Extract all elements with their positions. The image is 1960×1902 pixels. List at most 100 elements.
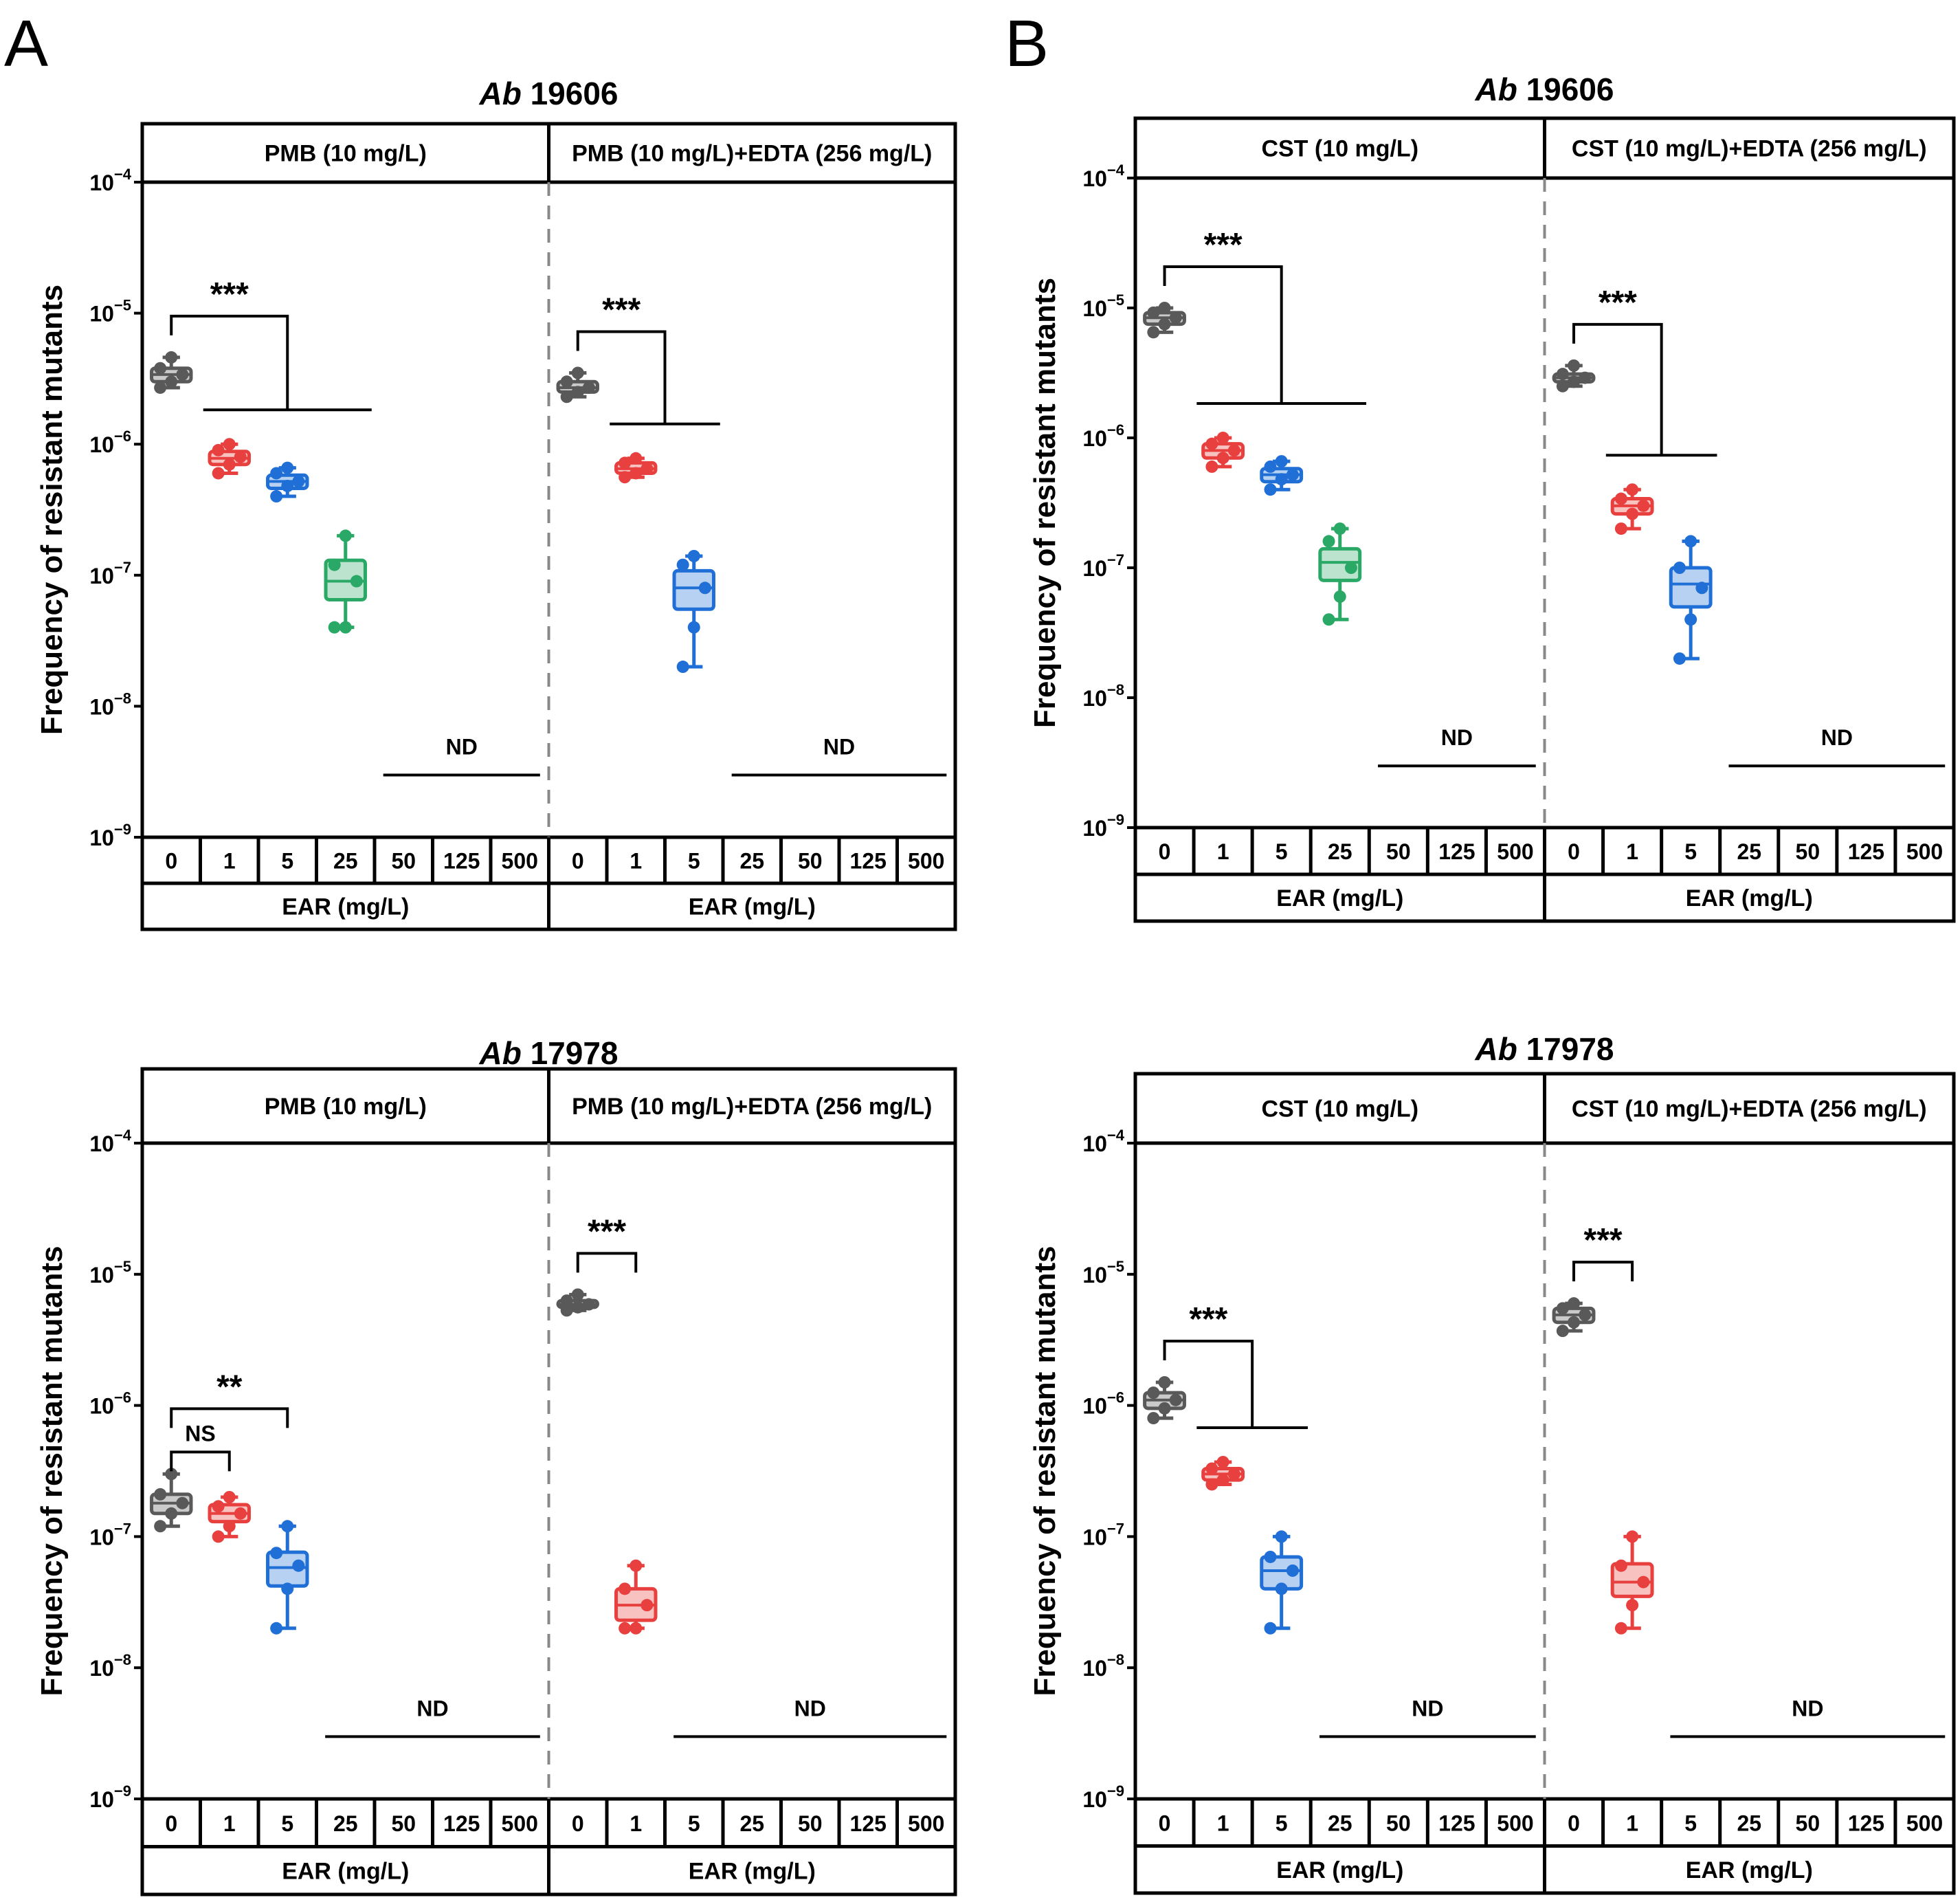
chart-title: Ab 19606 xyxy=(478,76,618,111)
x-category-label: 25 xyxy=(739,849,764,874)
data-point xyxy=(630,1622,643,1635)
data-point xyxy=(1286,1564,1299,1577)
box-ear-1 xyxy=(1201,1455,1245,1491)
data-point xyxy=(1673,652,1686,665)
data-point xyxy=(350,575,363,588)
x-axis-label: EAR (mg/L) xyxy=(1686,1857,1813,1883)
box-ear-0 xyxy=(1143,1376,1186,1425)
y-tick-label: 10−4 xyxy=(89,1127,131,1156)
data-point xyxy=(630,452,643,465)
y-tick-label: 10−5 xyxy=(89,1258,131,1287)
box-ear-0 xyxy=(1143,302,1186,339)
y-tick-label: 10−6 xyxy=(89,428,131,457)
x-axis-label: EAR (mg/L) xyxy=(1276,1857,1403,1883)
data-point xyxy=(1626,1530,1639,1543)
bracket-line xyxy=(1572,1261,1634,1282)
data-point xyxy=(1169,311,1182,324)
box-body xyxy=(672,568,715,611)
x-axis-label: EAR (mg/L) xyxy=(282,1858,409,1884)
y-tick-label: 10−7 xyxy=(1082,1520,1124,1549)
data-point xyxy=(1614,522,1627,535)
x-category-label: 5 xyxy=(688,1811,700,1836)
data-point xyxy=(1158,1376,1171,1389)
x-category-label: 50 xyxy=(391,1811,416,1836)
y-tick-label: 10−4 xyxy=(1082,162,1124,191)
significance-bracket: *** xyxy=(576,1213,638,1273)
box-ear-5 xyxy=(672,549,715,674)
x-category-label: 500 xyxy=(908,1811,944,1836)
x-category-label: 50 xyxy=(1386,1811,1411,1835)
data-point xyxy=(630,467,643,480)
data-point xyxy=(223,1520,236,1533)
x-category-label: 125 xyxy=(1848,1811,1884,1835)
data-point xyxy=(212,443,225,456)
data-point xyxy=(1695,582,1708,595)
y-tick-label: 10−6 xyxy=(1082,421,1124,451)
box-body xyxy=(1610,1562,1654,1598)
y-axis-label: Frequency of resistant mutants xyxy=(1028,1246,1062,1696)
data-point xyxy=(619,456,632,469)
box-ear-0 xyxy=(1552,1297,1596,1338)
data-point xyxy=(328,621,341,634)
data-point xyxy=(165,1468,178,1481)
significance-label: *** xyxy=(1189,1301,1227,1338)
data-point xyxy=(339,529,352,542)
data-point xyxy=(571,1301,584,1314)
data-point xyxy=(234,450,247,463)
x-category-label: 5 xyxy=(1684,839,1697,864)
data-point xyxy=(687,621,700,634)
data-point xyxy=(1158,318,1171,331)
x-category-label: 125 xyxy=(850,1811,887,1836)
data-point xyxy=(1579,371,1592,384)
data-point xyxy=(1227,444,1240,457)
x-category-label: 500 xyxy=(1906,839,1943,864)
chart-frame xyxy=(140,122,957,931)
y-tick-label: 10−9 xyxy=(89,821,131,850)
bracket-line xyxy=(576,1252,638,1273)
data-point xyxy=(1216,1474,1229,1487)
x-category-label: 125 xyxy=(443,1811,480,1836)
group-header: PMB (10 mg/L) xyxy=(265,1094,427,1120)
data-point xyxy=(223,1490,236,1503)
x-category-label: 500 xyxy=(502,849,538,874)
chart-2: Ab 19606 10−4 10−5 10−6 10−7 10−8 10−9 Frequenc… xyxy=(1028,71,1956,923)
data-point xyxy=(223,458,236,471)
data-point xyxy=(270,1547,283,1560)
significance-bracket: NS xyxy=(170,1421,231,1472)
y-tick-label: 10−5 xyxy=(1082,291,1124,321)
data-point xyxy=(1286,468,1299,481)
x-category-label: 25 xyxy=(1328,839,1352,864)
data-point xyxy=(1626,1599,1639,1612)
x-category-label: 0 xyxy=(572,1811,584,1836)
data-point xyxy=(1333,590,1346,603)
group-header: PMB (10 mg/L)+EDTA (256 mg/L) xyxy=(572,141,932,167)
data-point xyxy=(1568,1316,1581,1329)
x-category-label: 500 xyxy=(1497,1811,1533,1835)
box-ear-1 xyxy=(1201,432,1245,473)
data-point xyxy=(1673,562,1686,574)
data-point xyxy=(560,1304,573,1317)
data-point xyxy=(1147,306,1160,319)
chart-4: Ab 17978 10−4 10−5 10−6 10−7 10−8 10−9 Frequenc… xyxy=(1028,1031,1956,1895)
data-point xyxy=(1333,522,1346,535)
x-category-label: 25 xyxy=(739,1811,764,1836)
significance-label: *** xyxy=(588,1213,626,1250)
data-point xyxy=(292,475,305,488)
y-tick-label: 10−6 xyxy=(1082,1389,1124,1419)
x-axis-label: EAR (mg/L) xyxy=(282,894,409,920)
data-point xyxy=(1205,1478,1218,1491)
data-point xyxy=(1264,1550,1277,1563)
x-category-label: 50 xyxy=(798,1811,823,1836)
x-category-label: 25 xyxy=(1737,839,1761,864)
box-ear-5 xyxy=(266,1520,309,1635)
x-category-label: 1 xyxy=(1217,1811,1229,1835)
significance-label: *** xyxy=(210,276,249,313)
bracket-line xyxy=(1163,1340,1254,1428)
data-point xyxy=(212,1530,225,1543)
data-point xyxy=(1264,1622,1277,1635)
data-point xyxy=(1556,1302,1569,1315)
x-category-label: 0 xyxy=(1159,1811,1171,1835)
data-point xyxy=(1568,359,1581,372)
x-category-label: 500 xyxy=(908,849,944,874)
data-point xyxy=(582,381,595,394)
